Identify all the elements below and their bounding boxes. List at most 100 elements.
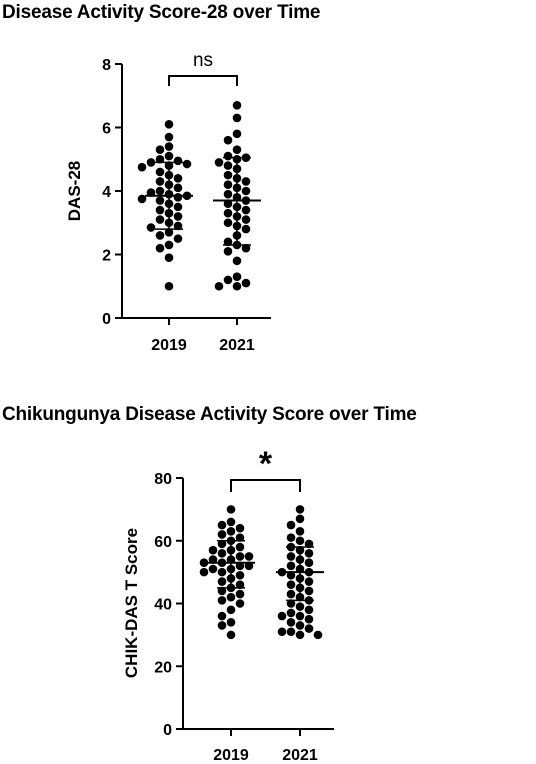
data-point-2021 <box>295 621 305 630</box>
data-point-2019 <box>155 145 165 155</box>
y-axis-label: CHIK-DAS T Score <box>122 528 141 678</box>
significance-label: ns <box>193 50 213 71</box>
data-point-2019 <box>235 523 245 533</box>
data-point-2019 <box>155 231 165 240</box>
y-tick-label: 60 <box>154 534 172 551</box>
data-point-2019 <box>226 592 236 602</box>
y-axis-label: DAS-28 <box>65 161 84 221</box>
data-point-2019 <box>235 580 245 589</box>
data-point-2021 <box>223 189 233 199</box>
data-point-2019 <box>217 567 227 577</box>
data-point-2021 <box>241 215 251 224</box>
data-point-2021 <box>304 605 314 615</box>
data-point-2021 <box>241 205 251 215</box>
data-point-2021 <box>232 272 242 282</box>
y-tick-label: 0 <box>102 311 111 328</box>
data-point-2021 <box>295 611 305 621</box>
data-point-2019 <box>235 570 245 580</box>
data-point-2019 <box>137 162 147 172</box>
data-point-2021 <box>277 627 287 637</box>
data-point-2021 <box>286 589 296 599</box>
chart-1-plot: 0 2 4 6 8 2019 2021 DAS-28 ns <box>65 50 271 354</box>
data-point-2021 <box>295 536 305 546</box>
chart-1-svg: 0 2 4 6 8 2019 2021 DAS-28 ns <box>65 50 271 354</box>
data-point-2021 <box>295 527 305 536</box>
data-point-2021 <box>286 561 296 571</box>
x-tick-label: 2021 <box>219 337 255 354</box>
data-point-2021 <box>223 275 233 285</box>
data-point-2019 <box>226 605 236 615</box>
y-tick-label: 80 <box>154 471 172 488</box>
data-point-2021 <box>286 533 296 542</box>
data-point-2019 <box>155 196 165 205</box>
data-point-2021 <box>304 577 314 586</box>
data-point-2019 <box>146 188 156 197</box>
data-point-2019 <box>164 253 174 262</box>
data-point-2019 <box>155 177 165 186</box>
x-tick-label: 2019 <box>151 337 187 354</box>
data-point-2019 <box>217 549 227 558</box>
data-point-2021 <box>232 129 242 139</box>
data-point-2019 <box>199 567 209 577</box>
data-point-2021 <box>232 100 242 110</box>
data-point-2021 <box>295 514 305 524</box>
data-point-2019 <box>226 505 236 514</box>
data-point-2021 <box>286 608 296 618</box>
data-point-2019 <box>244 552 254 561</box>
data-point-2019 <box>137 194 147 204</box>
data-point-2019 <box>217 530 227 539</box>
data-point-2019 <box>199 558 209 568</box>
data-point-2021 <box>232 256 242 266</box>
data-point-2019 <box>226 630 236 640</box>
data-point-2021 <box>223 208 233 218</box>
significance-label: * <box>259 445 273 483</box>
data-point-2019 <box>164 120 174 129</box>
data-point-2021 <box>304 539 314 549</box>
data-point-2019 <box>155 205 165 215</box>
chart-1-title: Disease Activity Score-28 over Time <box>2 2 321 23</box>
y-tick-label: 40 <box>154 597 172 614</box>
data-point-2021 <box>241 224 251 234</box>
data-point-2021 <box>241 186 251 196</box>
data-point-2019 <box>217 596 227 605</box>
data-point-2019 <box>235 533 245 542</box>
data-point-2021 <box>286 627 296 637</box>
data-point-2021 <box>304 558 314 568</box>
data-point-2021 <box>304 624 314 633</box>
data-point-2019 <box>164 281 174 291</box>
y-tick-label: 20 <box>154 659 172 676</box>
data-point-2021 <box>241 243 251 253</box>
y-tick-label: 0 <box>163 722 172 739</box>
data-point-2021 <box>232 113 242 123</box>
data-point-2021 <box>286 618 296 627</box>
data-point-2019 <box>146 158 156 167</box>
data-point-2019 <box>155 215 165 224</box>
data-point-2021 <box>304 586 314 596</box>
data-point-2019 <box>235 542 245 552</box>
data-point-2021 <box>286 520 296 530</box>
data-point-2019 <box>164 227 174 237</box>
data-point-2021 <box>223 237 233 247</box>
data-point-2021 <box>223 199 233 208</box>
data-point-2019 <box>217 586 227 596</box>
data-point-2019 <box>217 520 227 530</box>
data-point-2021 <box>232 145 242 155</box>
data-point-2021 <box>223 135 233 145</box>
y-tick-label: 8 <box>102 57 111 74</box>
data-point-2019 <box>155 167 165 177</box>
data-point-2019 <box>226 618 236 627</box>
data-point-2021 <box>304 614 314 624</box>
data-point-2019 <box>155 154 165 164</box>
data-point-2021 <box>286 580 296 589</box>
data-point-2019 <box>235 589 245 599</box>
data-point-2021 <box>277 611 287 621</box>
data-point-2019 <box>164 240 174 250</box>
data-point-2021 <box>286 552 296 561</box>
data-point-2019 <box>155 243 165 253</box>
data-point-2021 <box>214 158 224 167</box>
data-point-2021 <box>223 247 233 256</box>
data-point-2021 <box>241 177 251 186</box>
y-tick-label: 2 <box>102 248 111 265</box>
data-point-2019 <box>235 599 245 608</box>
